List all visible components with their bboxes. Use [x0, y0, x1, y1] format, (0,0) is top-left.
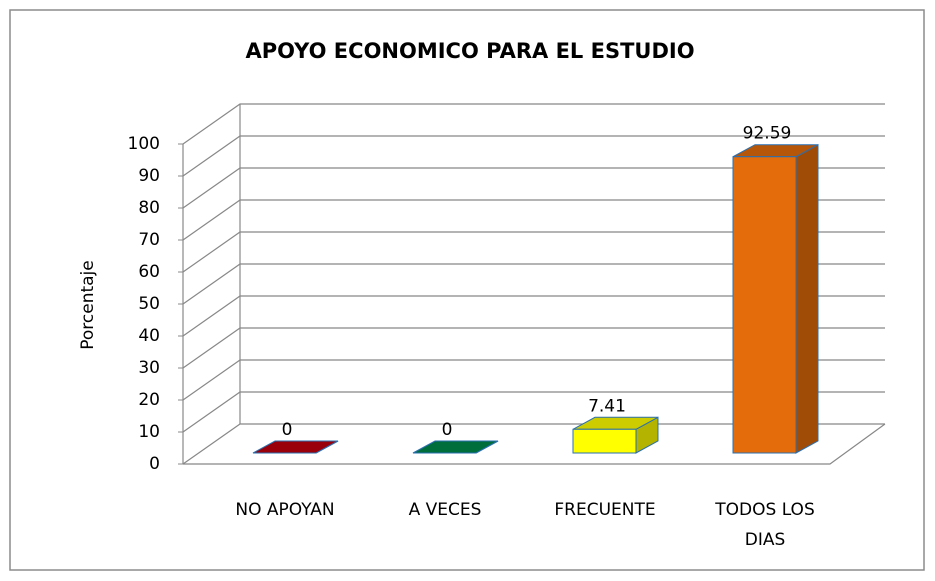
- x-tick-label: FRECUENTE: [554, 500, 655, 520]
- x-tick-label: A VECES: [409, 500, 482, 520]
- y-tick-label: 70: [138, 230, 160, 250]
- y-tick-label: 60: [138, 262, 160, 282]
- floor: [183, 423, 886, 465]
- y-axis-label: Porcentaje: [78, 260, 98, 350]
- y-tick-label: 30: [138, 358, 160, 378]
- grid-line: [182, 167, 885, 209]
- y-tick-label: 80: [138, 198, 160, 218]
- grid-line: [182, 391, 885, 433]
- y-tick-label: 50: [138, 294, 160, 314]
- chart-title: APOYO ECONOMICO PARA EL ESTUDIO: [245, 39, 694, 63]
- grid-line: [182, 231, 885, 273]
- bar-top: [412, 440, 499, 454]
- y-tick-label: 20: [138, 390, 160, 410]
- y-tick-label: 10: [138, 422, 160, 442]
- grid-line: [182, 295, 885, 337]
- value-label: 7.41: [588, 396, 626, 416]
- bar-top: [252, 440, 339, 454]
- value-label: 0: [282, 420, 293, 440]
- bar: [572, 428, 637, 454]
- grid-line: [182, 135, 885, 177]
- grid-line: [182, 263, 885, 305]
- bar: [732, 156, 797, 454]
- value-label: 0: [442, 420, 453, 440]
- grid-line: [182, 423, 885, 465]
- y-tick-label: 90: [138, 166, 160, 186]
- x-tick-label: NO APOYAN: [235, 500, 334, 520]
- y-tick-label: 100: [128, 134, 160, 154]
- x-tick-label: TODOS LOS DIAS: [714, 500, 814, 550]
- y-tick-label: 40: [138, 326, 160, 346]
- grid-line: [182, 327, 885, 369]
- grid-line: [182, 199, 885, 241]
- y-tick-label: 0: [149, 454, 160, 474]
- grid-line: [182, 359, 885, 401]
- bar-side: [795, 143, 819, 454]
- value-label: 92.59: [743, 124, 792, 144]
- grid-line: [182, 103, 885, 145]
